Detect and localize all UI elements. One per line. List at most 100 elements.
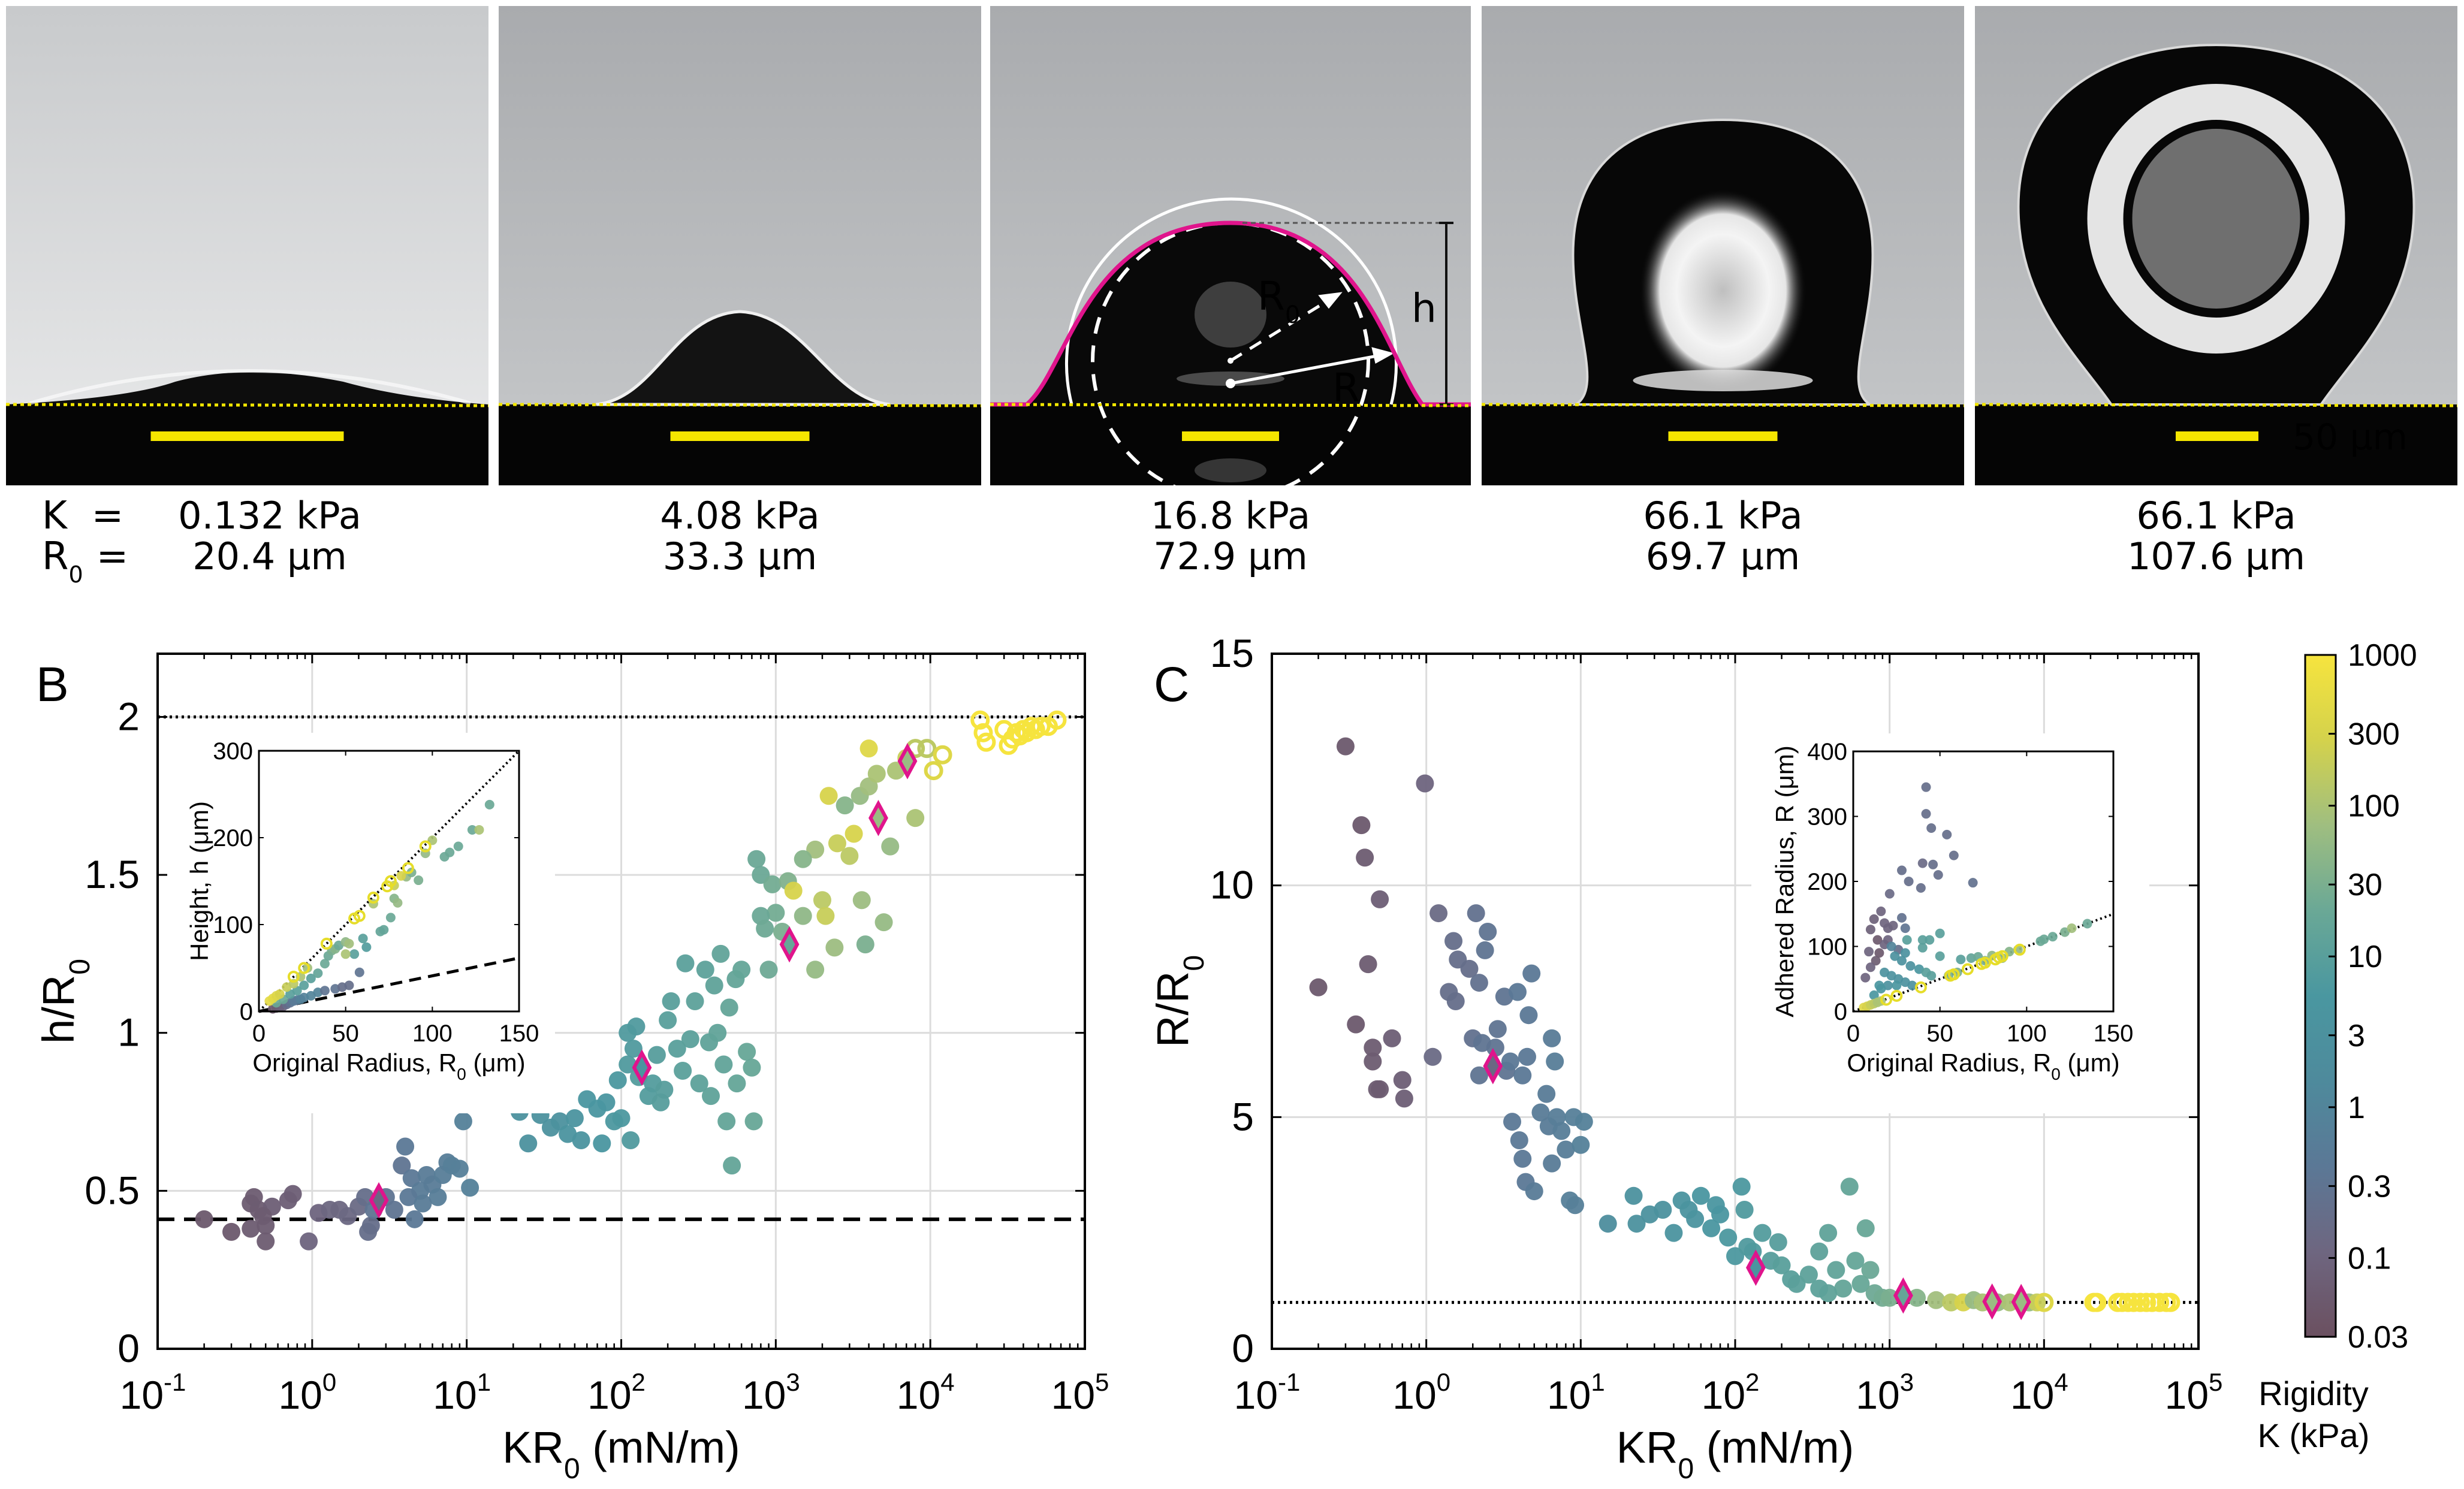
data-point [1364,1052,1382,1071]
nucleus-ring [2087,84,2345,354]
inset-data-point [1874,948,1884,958]
data-point [1861,1261,1880,1279]
data-point [743,1058,761,1077]
photo-4 [1481,6,1965,485]
data-point [747,850,766,868]
data-point [696,961,714,979]
cell-shape [596,310,890,406]
data-point [1518,1047,1536,1066]
inset-data-point [2047,932,2058,942]
y-tick-label: 0.5 [85,1168,140,1212]
data-point [1513,1149,1532,1168]
data-point [1429,904,1448,923]
data-point [813,891,831,910]
data-point-open [924,761,943,781]
data-point [1552,1122,1571,1140]
y-tick-label: 15 [1210,631,1254,675]
data-point [559,1125,577,1143]
data-point [1470,1066,1488,1085]
inset-data-point [361,942,372,952]
data-point [659,1011,677,1029]
inset-x-axis-label: Original Radius, R0 (μm) [1847,1049,2119,1083]
data-point [572,1131,590,1149]
data-point [1352,816,1371,835]
data-point-open [976,732,996,752]
colorbar-tick-label: 30 [2348,868,2382,902]
inset-reference-line-dotted [258,750,520,1013]
data-point [690,1074,708,1093]
x-tick-label: 100 [1392,1368,1450,1417]
photo-background [6,6,488,404]
highlight-diamond [1745,1249,1766,1286]
scale-bar [150,431,344,441]
data-point [1753,1224,1772,1242]
inset-data-point [349,949,360,959]
y-tick-label: 0 [1232,1326,1254,1370]
data-point [1572,1135,1590,1154]
photo-3: R0 Rh [990,6,1471,500]
highlight-diamond [1483,1047,1503,1085]
inset-data-point [1921,809,1931,819]
inset-x-tick-label: 0 [1847,1020,1860,1047]
data-point [1543,1029,1561,1047]
x-tick-label: 105 [2165,1368,2223,1417]
y-tick-label: 1.5 [85,852,140,896]
inset-data-point [1871,956,1881,966]
x-tick-label: 104 [897,1368,955,1417]
b-inset: 0 50 100 150 0 100 200 300 Original Radius, R0 (… [157,733,555,1113]
data-point [1880,1288,1899,1307]
data-point [1336,737,1355,756]
highlight-diamond [1982,1283,2002,1320]
inset-data-point-open [1961,963,1974,975]
inset-data-point [1916,883,1926,893]
inset-data-point [445,847,455,857]
data-point [856,935,874,954]
cell-contour [990,221,1471,407]
inset-x-tick-label: 150 [2094,1020,2134,1047]
data-point [393,1156,411,1175]
data-point [414,1194,432,1213]
inset-y-tick-label: 100 [1807,934,1847,961]
photo-substrate [1482,404,1964,485]
data-point [859,739,878,758]
inset-data-point [1884,889,1895,899]
data-point [836,796,854,815]
k-row-label: K = [42,494,123,538]
inset-data-point [1860,972,1871,983]
inset-data-point [1926,823,1937,833]
inset-data-point [1865,962,1875,972]
inset-data-point [453,841,463,851]
r-arrowhead [1371,347,1395,364]
inset-data-point [1968,878,1978,888]
inset-data-point-open [287,971,300,983]
data-point [738,1043,756,1061]
data-point [668,1040,686,1058]
data-point [1393,1071,1412,1089]
data-point [1446,992,1465,1010]
nucleus-blur [1195,282,1266,348]
colorbar-title-line2: K (kPa) [2258,1416,2370,1454]
data-point [429,1188,447,1206]
inset-data-point [1892,980,1902,990]
highlight-diamond [632,1049,652,1086]
reflection-blur [1195,458,1266,482]
data-point-open [2034,1292,2054,1312]
inset-data-point [2082,919,2092,929]
data-point [1522,964,1541,983]
scale-bar [2176,431,2258,441]
inset-data-point [344,980,354,990]
inset-data-point [1942,829,1952,839]
inset-y-tick-label: 200 [1807,869,1847,895]
inset-data-point-open [419,840,432,853]
colorbar-ticks: 1000 300 100 30 10 3 1 0.3 0.1 0.03 [2329,638,2417,1355]
k-value: 0.132 kPa [178,494,361,537]
data-point [1537,1085,1556,1103]
nucleus-core [2132,129,2300,309]
data-point [450,1159,469,1178]
adhered-radius-circle [1065,197,1398,405]
inset-data-point [396,871,406,881]
data-point-open [2087,1292,2107,1312]
data-point [1810,1242,1829,1261]
